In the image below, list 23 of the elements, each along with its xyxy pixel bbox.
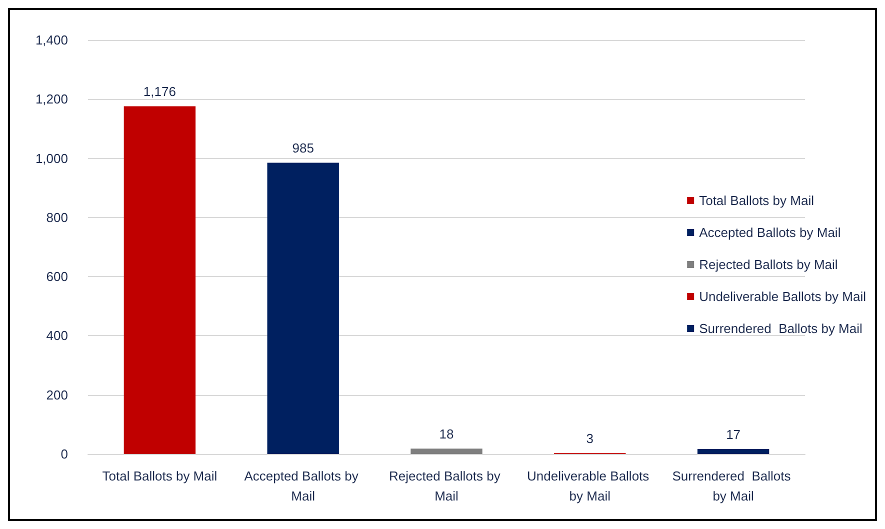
legend-label: Undeliverable Ballots by Mail [699,289,866,304]
y-tick-label: 600 [46,269,68,284]
data-label: 18 [439,426,454,442]
y-tick-label: 1,000 [35,150,68,166]
data-label: 1,176 [143,84,176,100]
y-tick-label: 1,400 [35,32,68,48]
x-tick-label: Undeliverable Ballots by Mail [527,468,653,504]
legend-label: Total Ballots by Mail [699,193,814,208]
data-label: 3 [586,431,594,446]
y-tick-label: 800 [46,210,68,225]
x-tick-label: Rejected Ballots by Mail [389,468,504,504]
y-tick-label: 400 [46,328,68,344]
x-tick-label: Surrendered Ballots by Mail [672,468,794,504]
data-label: 17 [726,426,741,442]
legend-label: Accepted Ballots by Mail [699,225,841,240]
legend-label: Surrendered Ballots by Mail [699,321,862,336]
x-tick-label: Total Ballots by Mail [102,468,218,484]
x-tick-label: Accepted Ballots by Mail [244,468,362,504]
y-tick-label: 1,200 [35,92,68,107]
legend-label: Rejected Ballots by Mail [699,257,838,272]
y-tick-label: 0 [60,446,68,462]
y-tick-label: 200 [46,387,68,402]
data-label: 985 [292,140,314,156]
